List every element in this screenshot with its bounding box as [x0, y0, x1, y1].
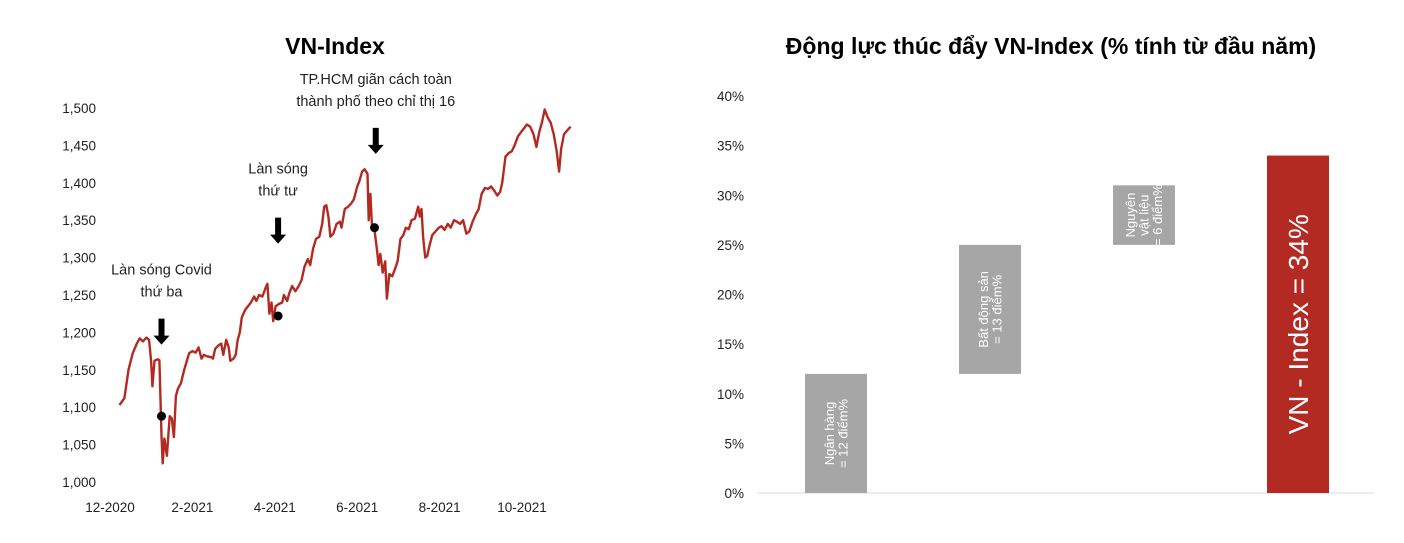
- x-tick-label: 6-2021: [336, 500, 378, 515]
- y-tick-label: 1,050: [62, 438, 96, 453]
- annotation-text: TP.HCM giãn cách toàn: [300, 72, 452, 88]
- x-tick-label: 12-2020: [85, 500, 135, 515]
- down-arrow-icon: [367, 127, 384, 154]
- y-tick-label: 10%: [717, 387, 744, 402]
- y-tick-label: 35%: [717, 139, 744, 154]
- bar-label-group: Ngân hàng= 12 điểm%: [822, 399, 851, 468]
- y-tick-label: 1,200: [62, 325, 96, 340]
- x-tick-label: 4-2021: [254, 500, 296, 515]
- vn-index-line-chart-panel: VN-Index 1,000 1,050 1,100 1,150 1,200 1,250 1…: [0, 0, 620, 538]
- vn-index-line-chart: VN-Index 1,000 1,050 1,100 1,150 1,200 1,250 1…: [62, 33, 572, 515]
- annotation-text: thứ ba: [141, 285, 184, 301]
- left-chart-title: VN-Index: [285, 33, 385, 59]
- bar-label: VN - Index = 34%: [1283, 214, 1314, 434]
- y-tick-label: 25%: [717, 238, 744, 253]
- y-tick-label: 1,500: [62, 101, 96, 116]
- waterfall-bar: [959, 244, 1021, 374]
- bar-label: Ngân hàng: [822, 402, 837, 466]
- y-tick-label: 40%: [717, 89, 744, 104]
- right-chart-title: Động lực thúc đẩy VN-Index (% tính từ đầ…: [786, 33, 1316, 59]
- x-tick-label: 2-2021: [171, 500, 213, 515]
- bar-label: Nguyên: [1123, 193, 1138, 238]
- annotation-text: thành phố theo chỉ thị 16: [296, 94, 455, 110]
- y-tick-label: 0%: [724, 486, 744, 501]
- event-marker-dot: [370, 223, 380, 233]
- x-tick-label: 8-2021: [419, 500, 461, 515]
- annotation-text: thứ tư: [258, 184, 298, 200]
- y-tick-label: 1,250: [62, 288, 96, 303]
- waterfall-bar: [805, 373, 867, 493]
- y-tick-label: 1,400: [62, 176, 96, 191]
- y-tick-label: 1,100: [62, 400, 96, 415]
- drivers-waterfall-chart-panel: Động lực thúc đẩy VN-Index (% tính từ đầ…: [680, 0, 1404, 538]
- bar-label-group: Bất động sản= 13 điểm%: [976, 271, 1005, 348]
- vn-index-series-line: [118, 108, 572, 465]
- y-tick-label: 20%: [717, 288, 744, 303]
- waterfall-bar: [1113, 185, 1175, 245]
- annotation-text: Làn sóng: [248, 162, 308, 178]
- y-tick-label: 1,150: [62, 363, 96, 378]
- y-tick-label: 1,300: [62, 251, 96, 266]
- waterfall-bar: [1267, 155, 1329, 494]
- y-tick-label: 15%: [717, 337, 744, 352]
- x-tick-label: 10-2021: [497, 500, 547, 515]
- down-arrow-icon: [270, 217, 287, 244]
- event-marker-dot: [273, 311, 283, 321]
- down-arrow-icon: [153, 318, 170, 345]
- bar-label: = 6 điểm%: [1150, 184, 1165, 246]
- annotation-text: Làn sóng Covid: [111, 263, 212, 279]
- y-tick-label: 1,450: [62, 138, 96, 153]
- drivers-waterfall-chart: Động lực thúc đẩy VN-Index (% tính từ đầ…: [717, 33, 1374, 501]
- event-marker-dot: [157, 411, 166, 421]
- y-tick-label: 1,000: [62, 475, 96, 490]
- bar-label-group: VN - Index = 34%: [1283, 214, 1314, 434]
- y-tick-label: 5%: [724, 436, 744, 451]
- bar-label: = 12 điểm%: [835, 399, 850, 468]
- y-tick-label: 30%: [717, 188, 744, 203]
- bar-label: vật liệu: [1137, 194, 1152, 235]
- bar-label: = 13 điểm%: [989, 274, 1004, 343]
- y-tick-label: 1,350: [62, 213, 96, 228]
- bar-label: Bất động sản: [976, 271, 991, 348]
